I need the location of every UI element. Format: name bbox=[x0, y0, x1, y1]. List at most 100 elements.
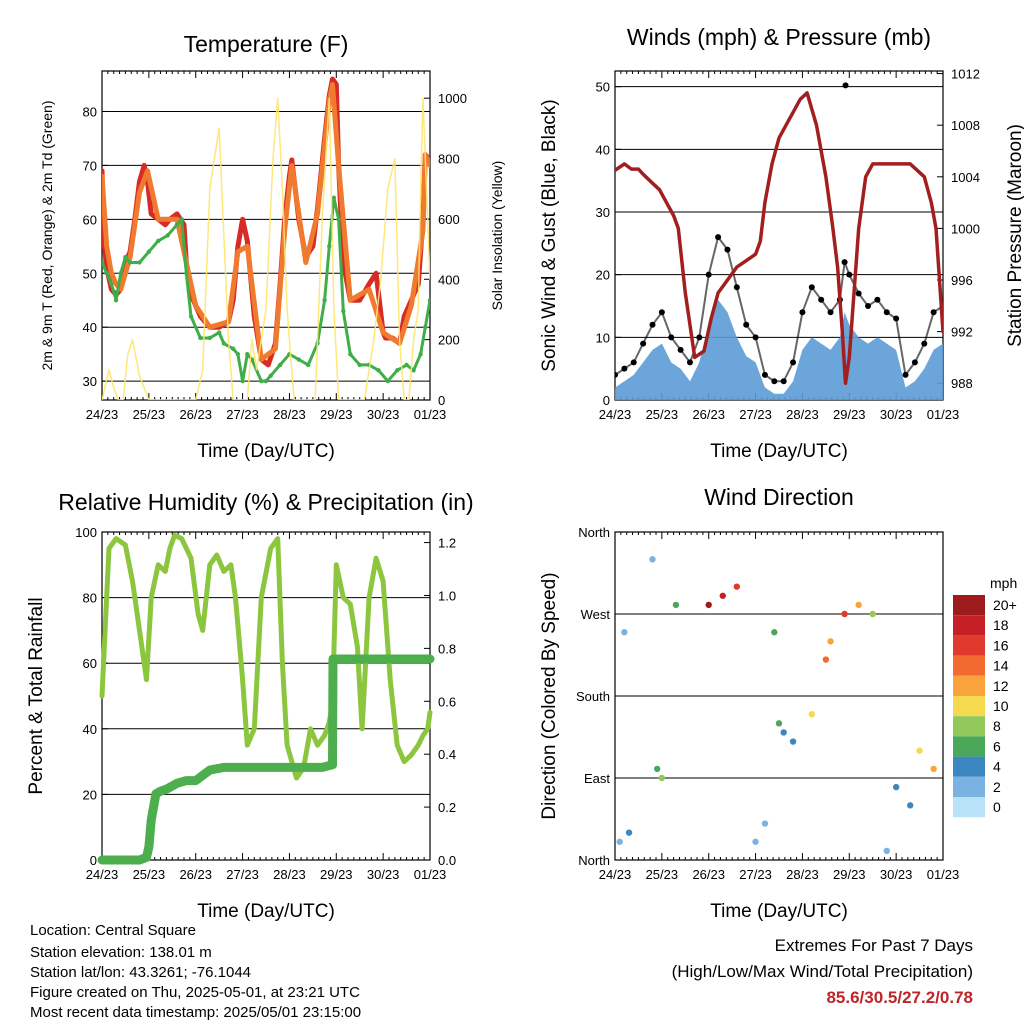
info-location: Location: Central Square bbox=[30, 922, 196, 939]
info-created: Figure created on Thu, 2025-05-01, at 23… bbox=[30, 984, 360, 1001]
winds-ytick-right-label: 992 bbox=[951, 325, 973, 340]
winds-ytick-label: 10 bbox=[596, 330, 610, 345]
temperature-ytick-right-label: 0 bbox=[438, 393, 445, 408]
winds-title: Winds (mph) & Pressure (mb) bbox=[627, 24, 931, 50]
temperature-td-point bbox=[127, 260, 133, 265]
winds-ytick-label: 50 bbox=[596, 80, 610, 95]
humidity-series-group bbox=[97, 532, 435, 865]
info-elevation: Station elevation: 138.01 m bbox=[30, 944, 212, 961]
extremes-subtitle: (High/Low/Max Wind/Total Precipitation) bbox=[671, 962, 973, 981]
temperature-frame bbox=[101, 70, 431, 401]
direction-legend: mph 20+ 18 16 14 12 10 8 6 4 2 0 bbox=[953, 575, 1017, 818]
direction-point bbox=[621, 629, 628, 636]
temperature-td-point bbox=[113, 298, 119, 303]
temperature-td-point bbox=[198, 335, 203, 341]
direction-point bbox=[672, 601, 680, 609]
temperature-ylabel-right: Solar Insolation (Yellow) bbox=[489, 161, 505, 311]
winds-xtick-label: 30/23 bbox=[880, 407, 913, 422]
direction-point bbox=[855, 601, 862, 609]
temperature-td-point bbox=[231, 346, 236, 351]
direction-point bbox=[892, 783, 900, 791]
winds-series-group bbox=[615, 82, 943, 400]
temperature-td-point bbox=[268, 373, 273, 378]
winds-xtick-label: 27/23 bbox=[739, 407, 772, 422]
direction-legend-swatch bbox=[953, 595, 985, 616]
temperature-td-point bbox=[184, 271, 189, 276]
winds-xtick-label: 01/23 bbox=[927, 407, 960, 422]
humidity-xtick-label: 28/23 bbox=[273, 867, 306, 882]
direction-xtick-label: 27/23 bbox=[739, 867, 772, 882]
temperature-series-solar bbox=[102, 97, 430, 400]
direction-legend-label: 18 bbox=[993, 617, 1009, 633]
direction-legend-title: mph bbox=[990, 575, 1017, 591]
winds-chart: 0 10 20 30 40 50 988 992 996 1000 1004 1008 1012 24/2… bbox=[539, 24, 1024, 462]
direction-xtick-label: 29/23 bbox=[833, 867, 866, 882]
direction-point bbox=[789, 738, 797, 745]
humidity-ytick-label: 60 bbox=[83, 656, 97, 671]
direction-xtick-label: 28/23 bbox=[786, 867, 819, 882]
temperature-series-group bbox=[102, 76, 430, 400]
winds-ylabel: Sonic Wind & Gust (Blue, Black) bbox=[539, 99, 560, 371]
winds-ytick-right-label: 1012 bbox=[951, 67, 980, 82]
direction-point bbox=[719, 592, 726, 599]
temperature-td-point bbox=[179, 217, 184, 222]
direction-title: Wind Direction bbox=[704, 484, 854, 510]
direction-legend-label: 20+ bbox=[993, 597, 1017, 613]
temperature-td-point bbox=[259, 378, 264, 384]
direction-xtick-label: 24/23 bbox=[599, 867, 632, 882]
direction-ytick-label: West bbox=[581, 607, 611, 622]
direction-ytick-label: North bbox=[578, 853, 610, 868]
direction-legend-label: 0 bbox=[993, 799, 1001, 815]
direction-point bbox=[733, 583, 741, 590]
temperature-td-point bbox=[331, 195, 337, 200]
temperature-td-point bbox=[423, 324, 428, 330]
humidity-series-rh bbox=[99, 532, 433, 781]
winds-gust-point bbox=[842, 82, 849, 89]
temperature-td-point bbox=[102, 260, 105, 265]
temperature-td-point bbox=[245, 351, 250, 357]
direction-point bbox=[775, 720, 783, 727]
temperature-td-point bbox=[109, 281, 114, 287]
direction-point bbox=[930, 765, 937, 773]
humidity-series-precip bbox=[97, 654, 435, 865]
direction-legend-swatch bbox=[953, 675, 985, 696]
humidity-ytick-right-label: 1.2 bbox=[438, 536, 456, 551]
temperature-td-point bbox=[385, 378, 391, 384]
winds-ytick-label: 20 bbox=[596, 268, 610, 283]
temperature-td-point bbox=[240, 378, 245, 384]
winds-xlabel: Time (Day/UTC) bbox=[710, 441, 848, 462]
humidity-xtick-label: 25/23 bbox=[133, 867, 166, 882]
temperature-title: Temperature (F) bbox=[184, 31, 349, 57]
humidity-ytick-label: 80 bbox=[83, 591, 97, 606]
direction-legend-swatch bbox=[953, 635, 985, 656]
direction-point bbox=[808, 711, 815, 718]
humidity-ytick-right-label: 0.2 bbox=[438, 800, 456, 815]
direction-legend-label: 2 bbox=[993, 779, 1001, 795]
temperature-xtick-label: 30/23 bbox=[367, 407, 400, 422]
temperature-ytick-label: 30 bbox=[83, 374, 97, 389]
winds-series-pressure bbox=[615, 91, 943, 385]
humidity-xtick-label: 24/23 bbox=[86, 867, 119, 882]
temperature-ytick-label: 40 bbox=[83, 320, 97, 335]
direction-legend-swatch bbox=[953, 756, 985, 777]
humidity-xtick-label: 01/23 bbox=[414, 867, 447, 882]
temperature-td-point bbox=[404, 362, 409, 368]
direction-xtick-label: 26/23 bbox=[692, 867, 725, 882]
temperature-td-point bbox=[357, 362, 362, 368]
winds-ytick-label: 40 bbox=[596, 142, 610, 157]
winds-ylabel-right: Station Pressure (Maroon) bbox=[1005, 124, 1024, 347]
direction-point bbox=[841, 610, 848, 618]
direction-point bbox=[625, 829, 633, 836]
temperature-td-point bbox=[104, 271, 109, 276]
direction-xlabel: Time (Day/UTC) bbox=[710, 901, 848, 922]
temperature-ytick-label: 70 bbox=[83, 158, 97, 173]
direction-point bbox=[616, 838, 623, 845]
temperature-td-point bbox=[348, 351, 353, 357]
direction-legend-swatch bbox=[953, 797, 985, 818]
temperature-xlabel: Time (Day/UTC) bbox=[197, 441, 335, 462]
humidity-ytick-right-label: 0.0 bbox=[438, 853, 456, 868]
winds-ytick-right-label: 988 bbox=[951, 376, 973, 391]
direction-legend-label: 12 bbox=[993, 678, 1009, 694]
